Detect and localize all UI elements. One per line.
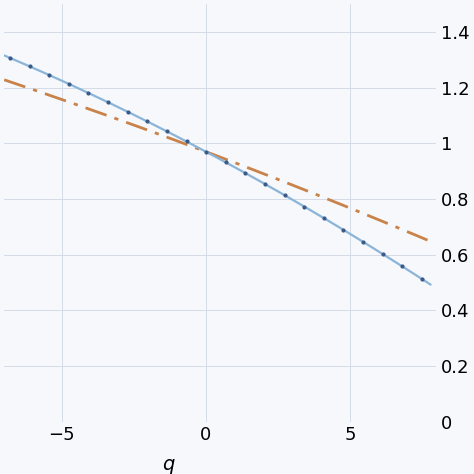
X-axis label: q: q bbox=[162, 455, 174, 474]
